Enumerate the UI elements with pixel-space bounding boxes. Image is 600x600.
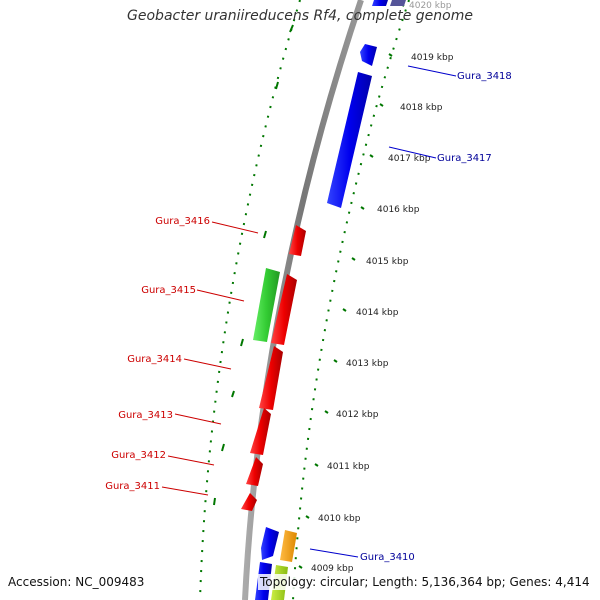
gene-label-gura-3414[interactable]: Gura_3414 [127,354,182,365]
gene-gura-3418[interactable] [360,44,377,66]
tick-label: 4014 kbp [356,308,399,318]
gene-label-gura-3417[interactable]: Gura_3417 [437,153,492,164]
reverse-label-leaders [161,221,259,496]
tick-label: 4020 kbp [409,1,452,11]
gene-gura-3415[interactable] [271,274,297,345]
gene-label-gura-3412[interactable]: Gura_3412 [111,450,166,461]
accession-label: Accession: NC_009483 [6,574,147,590]
tick-label: 4015 kbp [366,257,409,267]
gene-label-gura-3410[interactable]: Gura_3410 [360,552,415,563]
map-title: Geobacter uraniireducens Rf4, complete g… [127,8,473,24]
gene-label-gura-3411[interactable]: Gura_3411 [105,481,160,492]
gene-gura-3413[interactable] [250,408,271,455]
gene-gura-3416[interactable] [289,225,306,256]
reverse-gene-labels: Gura_3416 Gura_3415 Gura_3414 Gura_3413 … [105,216,210,492]
gene-label-gura-3416[interactable]: Gura_3416 [155,216,210,227]
gene-top-forward-2[interactable] [390,0,406,6]
tick-label: 4010 kbp [318,514,361,524]
gene-gura-3417[interactable] [327,72,372,208]
tick-label: 4011 kbp [327,462,370,472]
gene-gura-3411[interactable] [241,493,257,511]
topology-label: Topology: circular; Length: 5,136,364 bp… [258,574,592,590]
gene-label-gura-3413[interactable]: Gura_3413 [118,410,173,421]
gene-gura-3412[interactable] [246,457,263,486]
gene-gura-3415-green[interactable] [253,268,280,342]
tick-label: 4012 kbp [336,410,379,420]
tick-label: 4016 kbp [377,205,420,215]
outer-tick-ring [292,0,410,600]
tick-label: 4019 kbp [411,53,454,63]
forward-label-leaders [309,65,457,558]
outer-major-ticks [298,3,405,569]
tick-label: 4018 kbp [400,103,443,113]
gene-label-gura-3418[interactable]: Gura_3418 [457,71,512,82]
gene-top-forward-1[interactable] [372,0,388,6]
forward-gene-labels: Gura_3418 Gura_3417 Gura_3410 [360,71,512,563]
gene-bottom-orange[interactable] [280,530,297,562]
gene-gura-3410[interactable] [261,527,279,560]
tick-label: 4009 kbp [311,564,354,574]
kbp-tick-labels: 4020 kbp 4019 kbp 4018 kbp 4017 kbp 4016… [311,1,454,574]
inner-major-ticks [213,24,294,506]
gene-label-gura-3415[interactable]: Gura_3415 [141,285,196,296]
gene-gura-3414[interactable] [259,346,283,410]
tick-label: 4013 kbp [346,359,389,369]
tick-label: 4017 kbp [388,154,431,164]
